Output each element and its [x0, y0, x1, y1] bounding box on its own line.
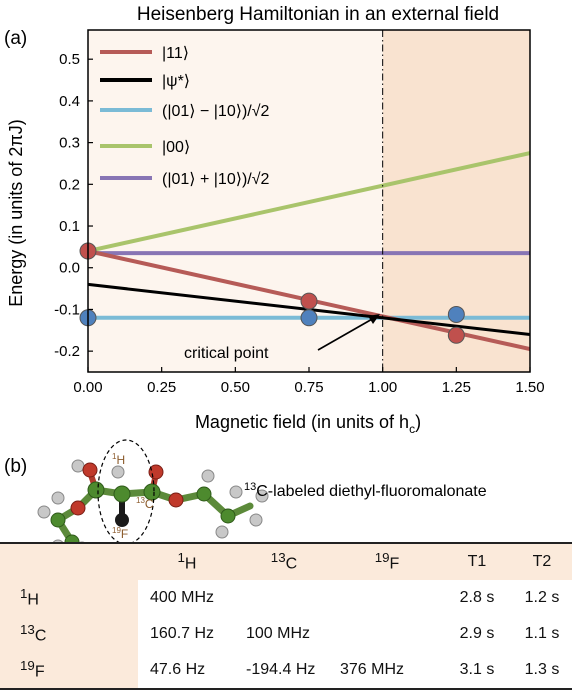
cell-13c-t2: 1.1 s	[524, 625, 560, 642]
x-axis-ticks: 0.00 0.25 0.50 0.75 1.00 1.25 1.50	[73, 367, 545, 396]
table-header-t2: T2	[512, 542, 572, 580]
table-row: 1H 400 MHz 2.8 s 1.2 s	[0, 580, 572, 616]
legend-label-triplet: (|01⟩ + |10⟩)/√2	[162, 171, 270, 188]
table-header-19f: 19F	[332, 542, 442, 580]
cell-13c-1h: 160.7 Hz	[150, 625, 215, 642]
label-19F: 19F	[112, 526, 128, 541]
data-point-5	[447, 305, 465, 323]
cell-19f-13c: -194.4 Hz	[236, 652, 332, 690]
y-tick-label: 0.2	[59, 176, 80, 193]
table-row: 13C 160.7 Hz 100 MHz 2.9 s 1.1 s	[0, 616, 572, 652]
y-axis-ticks: 0.5 0.4 0.3 0.2 0.1 0.0 -0.1 -0.2	[54, 51, 93, 360]
x-tick-label: 1.00	[368, 379, 397, 396]
cell-1h-t2: 1.2 s	[524, 589, 560, 606]
table-header-t1: T1	[442, 542, 512, 580]
table-header-13c: 13C	[236, 542, 332, 580]
table-header-row: 1H 13C 19F T1 T2	[0, 542, 572, 580]
cell-1h-1h: 400 MHz	[150, 589, 215, 606]
x-tick-label: 0.75	[294, 379, 323, 396]
molecule-oxygens	[70, 462, 184, 516]
annotation-arrowhead	[368, 314, 380, 324]
legend-label-psi: |ψ*⟩	[162, 73, 190, 90]
table-corner	[0, 542, 138, 580]
x-tick-label: 1.25	[442, 379, 471, 396]
row-header-19f: 19F	[0, 652, 138, 690]
legend-label-singlet: (|01⟩ − |10⟩)/√2	[162, 103, 270, 120]
legend: |11⟩ |ψ*⟩ (|01⟩ − |10⟩)/√2 |00⟩ (|01⟩ + …	[100, 45, 270, 188]
nmr-parameter-table: 1H 13C 19F T1 T2 1H 400 MHz 2.8 s 1.2 s …	[0, 542, 572, 690]
molecule-diethyl-fluoromalonate: 1H 13C 19F	[37, 439, 269, 555]
plot-markers	[79, 242, 465, 344]
legend-label-00: |00⟩	[162, 139, 190, 156]
x-tick-label: 0.50	[221, 379, 250, 396]
data-point-1	[300, 292, 318, 310]
molecule-carbons	[50, 481, 236, 550]
y-tick-label: -0.1	[54, 301, 80, 318]
annotation-arrow-line	[317, 317, 375, 351]
y-tick-label: 0.5	[59, 51, 80, 68]
data-point-4	[300, 309, 318, 327]
label-13C: 13C	[136, 496, 154, 511]
region-below-critical	[88, 30, 383, 372]
cell-19f-t2: 1.3 s	[512, 652, 572, 690]
series-00-line	[87, 151, 531, 254]
y-tick-label: 0.3	[59, 135, 80, 152]
molecule-title: 13C-labeled diethyl-fluoromalonate	[244, 481, 487, 500]
data-point-2	[447, 326, 465, 344]
x-axis-label: Magnetic field (in units of hc)	[195, 412, 421, 436]
chart-title: Heisenberg Hamiltonian in an external fi…	[137, 4, 499, 25]
x-tick-label: 0.00	[73, 379, 102, 396]
x-tick-label: 0.25	[147, 379, 176, 396]
table-header-1h: 1H	[138, 542, 236, 580]
table-row: 19F 47.6 Hz -194.4 Hz 376 MHz 3.1 s 1.3 …	[0, 652, 572, 690]
y-axis-label: Energy (in units of 2πJ)	[6, 119, 26, 307]
y-tick-label: 0.0	[59, 260, 80, 277]
cell-13c-19f	[332, 616, 442, 652]
row-header-1h: 1H	[0, 580, 138, 616]
y-tick-label: -0.2	[54, 343, 80, 360]
cell-19f-1h: 47.6 Hz	[138, 652, 236, 690]
y-tick-label: 0.4	[59, 93, 80, 110]
legend-label-11: |11⟩	[162, 45, 189, 62]
cell-19f-t1: 3.1 s	[442, 652, 512, 690]
panel-b-label: (b)	[4, 456, 27, 477]
x-tick-label: 1.50	[515, 379, 544, 396]
critical-point-annotation: critical point	[184, 345, 269, 362]
cell-13c-13c: 100 MHz	[246, 625, 311, 642]
cell-1h-t1: 2.8 s	[459, 589, 495, 606]
panel-a-label: (a)	[4, 28, 27, 49]
cell-1h-13c	[236, 580, 332, 616]
row-header-13c: 13C	[0, 616, 138, 652]
cell-19f-19f: 376 MHz	[332, 652, 442, 690]
y-tick-label: 0.1	[59, 218, 80, 235]
cell-1h-19f	[332, 580, 442, 616]
cell-13c-t1: 2.9 s	[459, 625, 495, 642]
molecule-fluorine	[115, 513, 129, 527]
label-1H: 1H	[112, 452, 125, 467]
